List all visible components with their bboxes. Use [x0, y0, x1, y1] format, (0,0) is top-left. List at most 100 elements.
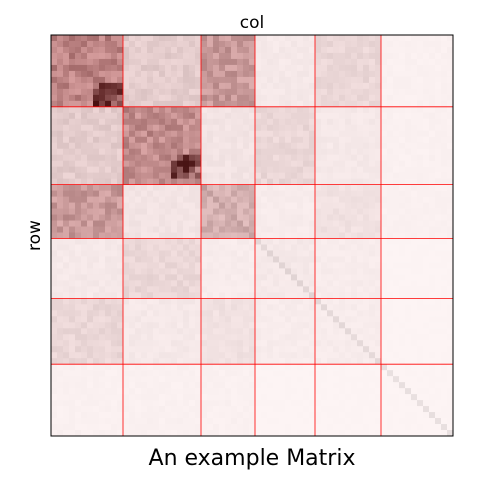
matrix-cell [153, 376, 160, 383]
matrix-cell [153, 346, 160, 353]
matrix-cell [129, 418, 136, 425]
matrix-cell [207, 148, 214, 156]
matrix-cell [123, 160, 130, 168]
matrix-cell [357, 202, 364, 209]
matrix-cell [183, 94, 190, 102]
matrix-cell [231, 88, 238, 96]
matrix-cell [327, 100, 334, 108]
matrix-cell [339, 238, 346, 245]
block-overlay [315, 35, 381, 107]
matrix-cell [273, 394, 280, 401]
matrix-cell [393, 52, 400, 60]
matrix-cell [363, 412, 370, 419]
matrix-cell [357, 142, 364, 150]
matrix-cell [363, 322, 370, 329]
matrix-cell [75, 256, 82, 263]
matrix-cell [255, 262, 262, 269]
matrix-cell [57, 88, 64, 96]
matrix-cell [429, 304, 436, 311]
matrix-cell [111, 76, 118, 84]
matrix-cell [447, 430, 454, 437]
matrix-cell [261, 418, 268, 425]
matrix-cell [369, 40, 376, 48]
matrix-cell [285, 298, 292, 305]
matrix-cell [69, 322, 76, 329]
matrix-cell [435, 148, 442, 156]
matrix-cell [111, 130, 118, 138]
matrix-cell [363, 250, 370, 257]
matrix-cell [135, 82, 142, 90]
matrix-cell [417, 406, 424, 413]
matrix-cell [219, 268, 226, 275]
matrix-cell [201, 340, 208, 347]
matrix-cell [279, 310, 286, 317]
matrix-cell [147, 274, 154, 281]
matrix-cell [165, 250, 172, 257]
matrix-cell [183, 274, 190, 281]
matrix-cell [207, 328, 214, 335]
matrix-cell [381, 184, 388, 192]
matrix-cell [87, 94, 94, 102]
matrix-cell [273, 412, 280, 419]
matrix-cell [381, 58, 388, 66]
matrix-cell [381, 382, 388, 389]
matrix-cell [255, 52, 262, 60]
matrix-cell [369, 322, 376, 329]
matrix-cell [111, 184, 118, 192]
matrix-cell [69, 106, 76, 114]
matrix-cell [363, 172, 370, 180]
matrix-cell [339, 352, 346, 359]
matrix-cell [327, 340, 334, 347]
matrix-cell [153, 292, 160, 299]
matrix-cell [111, 208, 118, 215]
matrix-cell [189, 35, 196, 42]
matrix-cell [249, 35, 256, 42]
matrix-cell [201, 118, 208, 126]
matrix-cell [285, 118, 292, 126]
matrix-cell [267, 46, 274, 54]
matrix-cell [195, 418, 202, 425]
matrix-cell [291, 358, 298, 365]
matrix-cell [57, 304, 64, 311]
matrix-cell [273, 280, 280, 287]
matrix-cell [99, 226, 106, 233]
matrix-cell [141, 202, 148, 209]
matrix-cell [375, 208, 382, 215]
matrix-cell [423, 370, 430, 377]
matrix-cell [51, 196, 58, 203]
matrix-cell [111, 100, 118, 108]
matrix-cell [375, 148, 382, 156]
matrix-cell [411, 358, 418, 365]
matrix-cell [267, 184, 274, 192]
matrix-cell [129, 286, 136, 293]
matrix-cell [201, 382, 208, 389]
matrix-cell [207, 388, 214, 395]
matrix-cell [273, 370, 280, 377]
block-overlay [255, 184, 315, 239]
matrix-cell [93, 196, 100, 203]
matrix-cell [135, 418, 142, 425]
matrix-cell [63, 388, 70, 395]
matrix-cell [417, 388, 424, 395]
matrix-cell [219, 35, 226, 42]
matrix-cell [63, 250, 70, 257]
matrix-cell [291, 64, 298, 72]
matrix-cell [111, 370, 118, 377]
matrix-cell [423, 406, 430, 413]
matrix-cell [225, 166, 232, 174]
matrix-cell [219, 220, 226, 227]
matrix-cell [171, 376, 178, 383]
matrix-cell [207, 130, 214, 138]
matrix-cell [219, 394, 226, 401]
matrix-cell [375, 142, 382, 150]
matrix-cell [321, 280, 328, 287]
matrix-cell [111, 166, 118, 174]
matrix-cell [171, 142, 178, 150]
matrix-cell [279, 106, 286, 114]
matrix-cell [381, 298, 388, 305]
matrix-cell [357, 58, 364, 66]
matrix-cell [201, 280, 208, 287]
matrix-cell [219, 46, 226, 54]
matrix-cell [255, 382, 262, 389]
matrix-cell [273, 418, 280, 425]
